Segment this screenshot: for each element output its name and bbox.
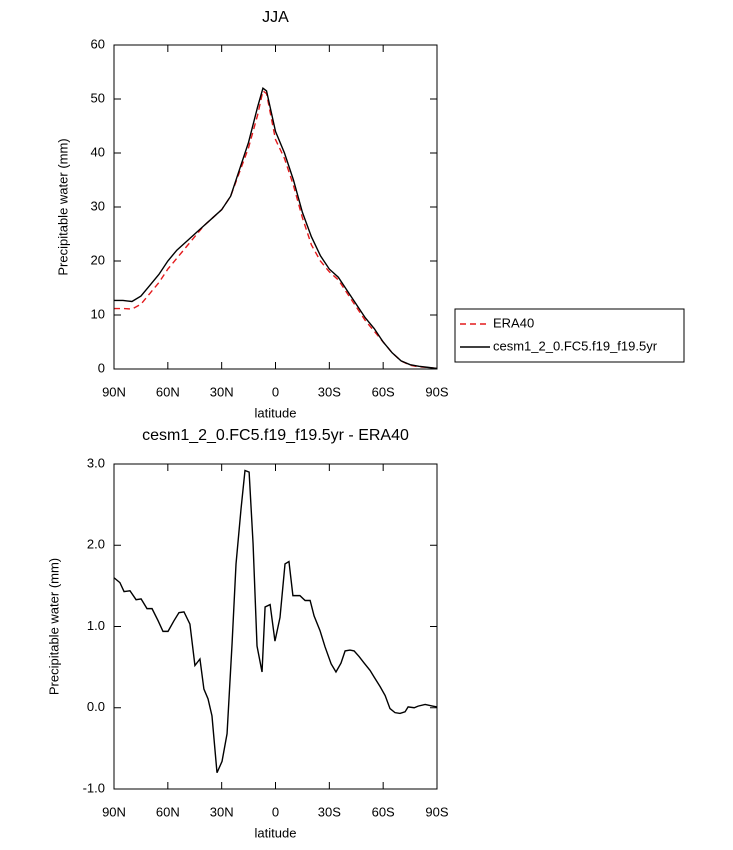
x-tick-label: 90N: [102, 804, 126, 819]
y-tick-label: 50: [91, 90, 105, 105]
x-tick-label: 30N: [210, 384, 234, 399]
x-tick-label: 0: [272, 804, 279, 819]
plot-frame: [113, 44, 438, 370]
y-tick-label: 20: [91, 252, 105, 267]
x-tick-label: 90S: [425, 384, 448, 399]
plot-frame: [113, 463, 438, 790]
x-tick-label: 30N: [210, 804, 234, 819]
y-tick-label: -1.0: [83, 780, 105, 795]
x-tick-label: 30S: [318, 804, 341, 819]
x-tick-label: 90N: [102, 384, 126, 399]
chart-title: JJA: [262, 9, 289, 26]
y-axis-label: Precipitable water (mm): [55, 138, 70, 275]
x-axis-label: latitude: [255, 405, 297, 420]
series-line: [114, 87, 438, 370]
legend-box: [454, 308, 685, 363]
y-tick-label: 40: [91, 144, 105, 159]
x-tick-label: 60S: [372, 804, 395, 819]
y-axis-label: Precipitable water (mm): [46, 558, 61, 695]
y-tick-label: 30: [91, 198, 105, 213]
legend-label: ERA40: [493, 315, 534, 330]
y-tick-label: 3.0: [87, 455, 105, 470]
y-tick-label: 0: [98, 360, 105, 375]
x-tick-label: 90S: [425, 804, 448, 819]
x-tick-label: 0: [272, 384, 279, 399]
x-axis-label: latitude: [255, 825, 297, 840]
series-line: [113, 469, 438, 774]
legend: ERA40 cesm1_2_0.FC5.f19_f19.5yr: [454, 308, 685, 363]
y-tick-label: 2.0: [87, 537, 105, 552]
x-tick-label: 60N: [156, 804, 180, 819]
y-tick-label: 60: [91, 36, 105, 51]
x-tick-label: 60N: [156, 384, 180, 399]
y-tick-label: 10: [91, 306, 105, 321]
legend-label: cesm1_2_0.FC5.f19_f19.5yr: [493, 338, 658, 353]
chart-title: cesm1_2_0.FC5.f19_f19.5yr - ERA40: [142, 427, 409, 444]
x-tick-label: 60S: [372, 384, 395, 399]
y-tick-label: 0.0: [87, 699, 105, 714]
y-tick-label: 1.0: [87, 618, 105, 633]
x-tick-label: 30S: [318, 384, 341, 399]
